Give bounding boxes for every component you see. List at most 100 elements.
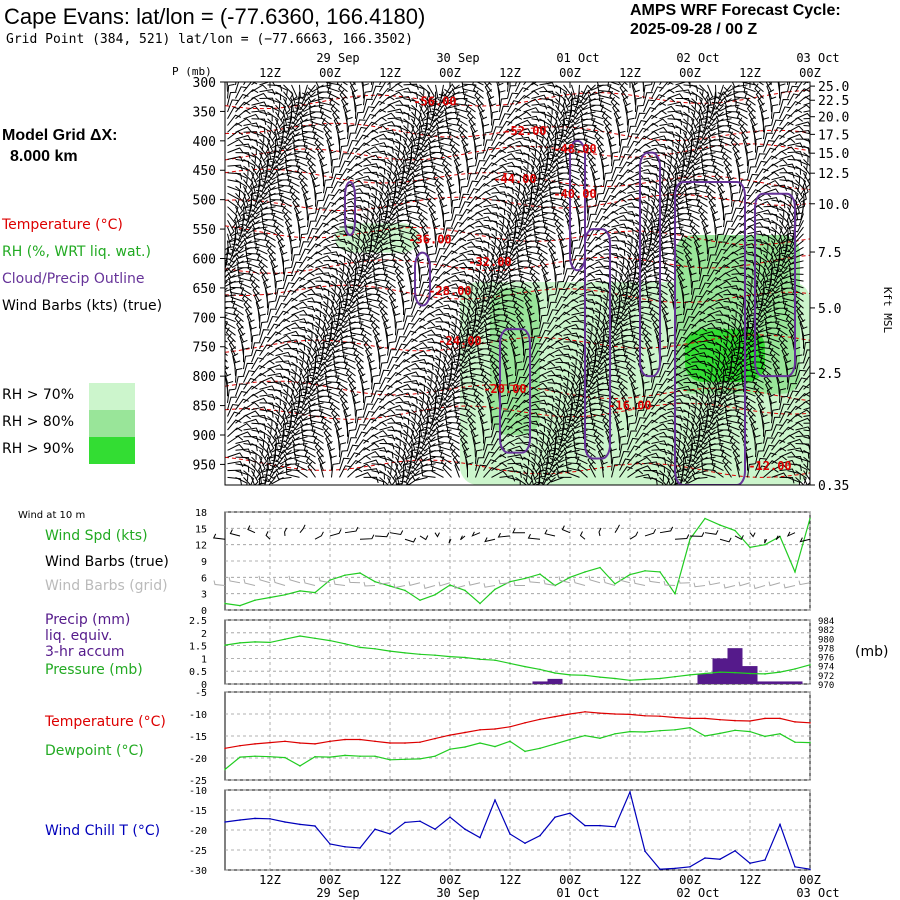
wind-barb (688, 138, 700, 152)
wind-barb (403, 354, 420, 363)
forecast-cycle-label: AMPS WRF Forecast Cycle: (630, 2, 841, 19)
wind-barb (270, 258, 276, 275)
wind-barb (671, 242, 684, 255)
pressure-axis-label: P (mb) (172, 65, 212, 78)
wind-barb (507, 381, 516, 397)
legend-rh: RH (%, WRT liq. wat.) (2, 244, 151, 260)
wind-barb (261, 172, 276, 184)
wind-barb (499, 113, 511, 126)
wind-barb (596, 383, 612, 391)
wind-barb (326, 380, 340, 390)
wind-barb (299, 98, 316, 107)
wind-barb (608, 85, 620, 99)
wind-barb (576, 457, 588, 472)
wind-barb (334, 420, 340, 437)
wind-barb (699, 138, 716, 146)
wind-barb (589, 362, 604, 374)
wind-barb (411, 341, 428, 350)
wind-barb (483, 82, 492, 92)
wind-barb (627, 140, 640, 153)
wind-barb (621, 294, 636, 306)
wind-barb (235, 375, 245, 390)
wind-barb (579, 281, 596, 289)
wind-barb (651, 368, 659, 383)
wind-barb (322, 421, 332, 438)
wind-barb (475, 240, 490, 249)
pressure-line-point (599, 676, 601, 678)
wind-barb (774, 366, 780, 383)
bottom-hour-label: 12Z (499, 873, 521, 887)
wind-barb (771, 142, 787, 153)
wind-barb (327, 390, 340, 404)
wind-barb (443, 258, 459, 268)
wind-barb (534, 166, 541, 182)
wind-barb (435, 321, 451, 329)
wind-barb-grid (393, 583, 406, 589)
wind-barb-grid (588, 575, 601, 584)
wind-barb (563, 341, 579, 348)
wind-barb (429, 151, 444, 160)
wind-barb (531, 159, 540, 176)
wind-barb (651, 398, 666, 411)
wind-barb (664, 319, 672, 336)
wind-barb (371, 253, 388, 260)
wind-barb (379, 443, 395, 450)
wind-barb-grid (648, 577, 661, 584)
wind-barb (452, 368, 468, 378)
wind-barb (431, 402, 444, 415)
wind-speed-line-point (344, 574, 346, 576)
wind-barb (755, 465, 768, 478)
wind-barb (316, 86, 332, 93)
wind-barb (548, 456, 564, 467)
cloud-outline (584, 228, 611, 460)
dewpoint-line-point (374, 755, 376, 758)
pressure-line-point (314, 637, 316, 640)
wind-barb (651, 118, 668, 126)
wind-barb (507, 107, 522, 120)
wind-barb (755, 145, 764, 160)
pressure-unit-label: (mb) (855, 644, 889, 660)
wind-barb (307, 96, 324, 103)
wind-barb (387, 152, 399, 166)
wind-barb (371, 133, 388, 140)
wind-barb (757, 301, 772, 312)
wind-barb (547, 395, 561, 407)
wind-barb (291, 429, 308, 436)
wind-barb (415, 195, 428, 208)
wind-barb (283, 443, 300, 451)
wind-barb (243, 299, 252, 316)
wind-barb (787, 253, 804, 260)
wind-barb (539, 402, 554, 411)
wind-barb (331, 294, 339, 311)
model-grid-label: Model Grid ΔX: (2, 127, 118, 144)
wind-barb (331, 166, 341, 180)
wind-barb (780, 282, 796, 290)
wind-barb (462, 143, 469, 160)
wind-barb (523, 412, 540, 418)
wind-barb (362, 83, 370, 99)
wind-barb (425, 192, 436, 208)
wind-barb (272, 443, 284, 457)
wind-barb (675, 336, 688, 350)
wind-barb (622, 339, 636, 350)
pressure-line-point (794, 668, 796, 670)
wind-barb (714, 171, 724, 187)
wind-barb (787, 82, 789, 85)
wind-speed-line-point (539, 573, 541, 575)
pressure-tick-label: 850 (193, 400, 216, 415)
wind-barb (612, 407, 620, 424)
wind-barb (264, 159, 276, 172)
wind-barb (555, 288, 566, 302)
wind-barb (782, 297, 796, 309)
wind-barb (302, 135, 316, 147)
wind-barb (515, 102, 531, 113)
wind-barb (795, 96, 810, 106)
wind-barb (643, 147, 660, 154)
wind-barb (259, 402, 275, 410)
pressure-line-point (524, 665, 526, 668)
wind-barb (411, 286, 419, 302)
wind-barb (327, 86, 340, 99)
wind-barb (531, 103, 548, 110)
wind-barb (539, 378, 556, 385)
wind-barb (675, 192, 692, 200)
